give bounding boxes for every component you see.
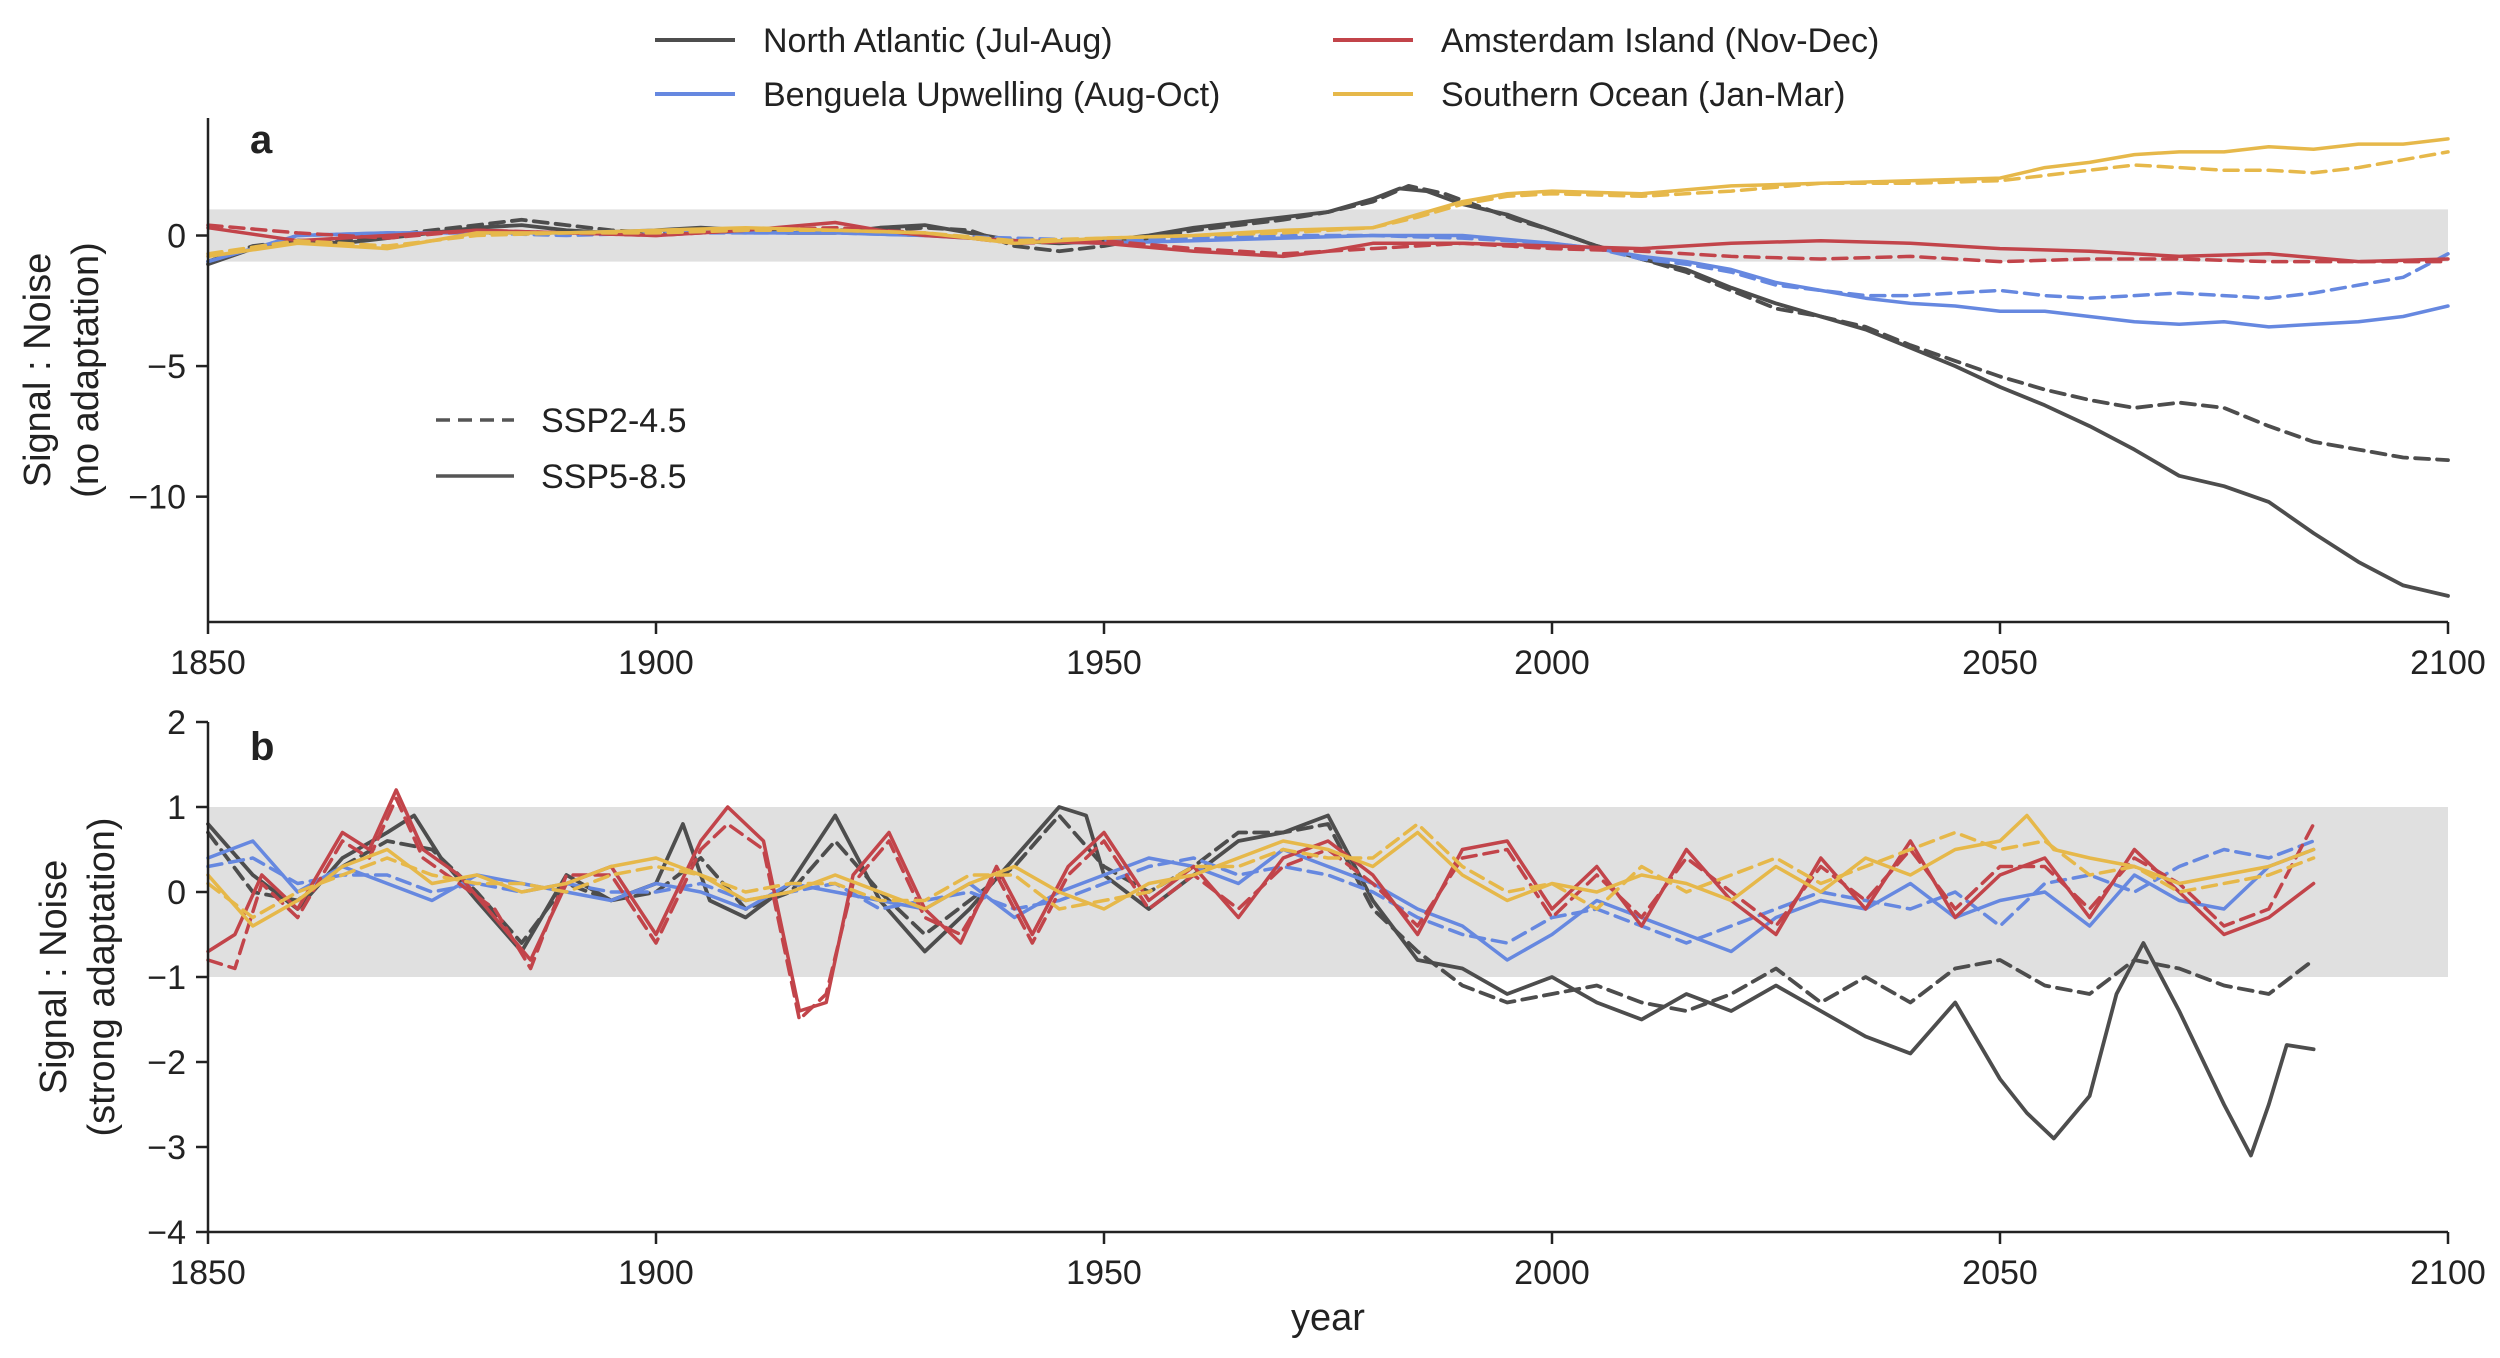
- x-axis-label: year: [1291, 1297, 1365, 1339]
- y-tick-label: 0: [167, 874, 186, 912]
- series-group: [206, 137, 2450, 598]
- legend: North Atlantic (Jul-Aug) Benguela Upwelli…: [655, 22, 1879, 114]
- x-tick-label: 1850: [170, 644, 246, 682]
- legend-item-benguela-upwelling: Benguela Upwelling (Aug-Oct): [655, 76, 1220, 114]
- legend-item-southern-ocean: Southern Ocean (Jan-Mar): [1333, 76, 1845, 114]
- legend-label: SSP5-8.5: [541, 458, 687, 496]
- scenario-legend: SSP2-4.5 SSP5-8.5: [436, 402, 687, 496]
- noise-band: [208, 807, 2448, 977]
- series-line-north-atlantic-ssp2-4-5: [206, 183, 2450, 463]
- y-axis-label: Signal : Noise: [17, 253, 59, 487]
- panel-letter-a: a: [250, 118, 273, 162]
- y-axis-label: (strong adaptation): [81, 818, 123, 1137]
- x-tick-label: 2050: [1962, 1254, 2038, 1292]
- y-tick-label: −4: [147, 1214, 186, 1252]
- legend-label: SSP2-4.5: [541, 402, 687, 440]
- y-tick-label: 1: [167, 789, 186, 827]
- y-tick-label: −5: [147, 348, 186, 386]
- legend-label: Amsterdam Island (Nov-Dec): [1441, 22, 1879, 60]
- x-tick-label: 2000: [1514, 644, 1590, 682]
- x-tick-label: 2000: [1514, 1254, 1590, 1292]
- y-tick-label: 2: [167, 704, 186, 742]
- series-group: [206, 788, 2316, 1158]
- x-tick-label: 1850: [170, 1254, 246, 1292]
- series-line-southern-ocean-ssp5-8-5: [206, 137, 2450, 259]
- x-tick-label: 2050: [1962, 644, 2038, 682]
- series-line-southern-ocean-ssp2-4-5: [206, 150, 2450, 256]
- legend-item-ssp2-4-5: SSP2-4.5: [436, 402, 687, 440]
- y-axis-label: (no adaptation): [65, 242, 107, 498]
- series-line-amsterdam-island-ssp5-8-5: [206, 788, 2316, 1013]
- y-tick-label: −1: [147, 959, 186, 997]
- x-tick-label: 1950: [1066, 644, 1142, 682]
- series-line-north-atlantic-ssp2-4-5: [206, 813, 2316, 1013]
- y-tick-label: −2: [147, 1044, 186, 1082]
- legend-item-north-atlantic: North Atlantic (Jul-Aug): [655, 22, 1113, 60]
- legend-label: Southern Ocean (Jan-Mar): [1441, 76, 1845, 114]
- panel-a: 0 −5 −10 1850 1900 1950 2000 2050 2100 Signal : N…: [17, 118, 2486, 682]
- series-line-southern-ocean-ssp5-8-5: [206, 813, 2316, 928]
- y-tick-label: −10: [128, 479, 186, 517]
- axes: 0 −5 −10 1850 1900 1950 2000 2050 2100 Signal : N…: [17, 118, 2486, 682]
- legend-item-amsterdam-island: Amsterdam Island (Nov-Dec): [1333, 22, 1879, 60]
- x-tick-label: 1900: [618, 1254, 694, 1292]
- y-axis-label: Signal : Noise: [33, 860, 75, 1094]
- x-tick-label: 2100: [2410, 1254, 2486, 1292]
- x-tick-label: 1900: [618, 644, 694, 682]
- x-tick-label: 2100: [2410, 644, 2486, 682]
- x-tick-label: 1950: [1066, 1254, 1142, 1292]
- series-line-amsterdam-island-ssp2-4-5: [206, 796, 2316, 1022]
- legend-label: North Atlantic (Jul-Aug): [763, 22, 1113, 60]
- y-tick-label: −3: [147, 1129, 186, 1167]
- panel-letter-b: b: [250, 725, 274, 769]
- series-line-southern-ocean-ssp2-4-5: [206, 822, 2316, 920]
- legend-label: Benguela Upwelling (Aug-Oct): [763, 76, 1220, 114]
- y-tick-label: 0: [167, 218, 186, 256]
- legend-item-ssp5-8-5: SSP5-8.5: [436, 458, 687, 496]
- noise-band-rect: [208, 807, 2448, 977]
